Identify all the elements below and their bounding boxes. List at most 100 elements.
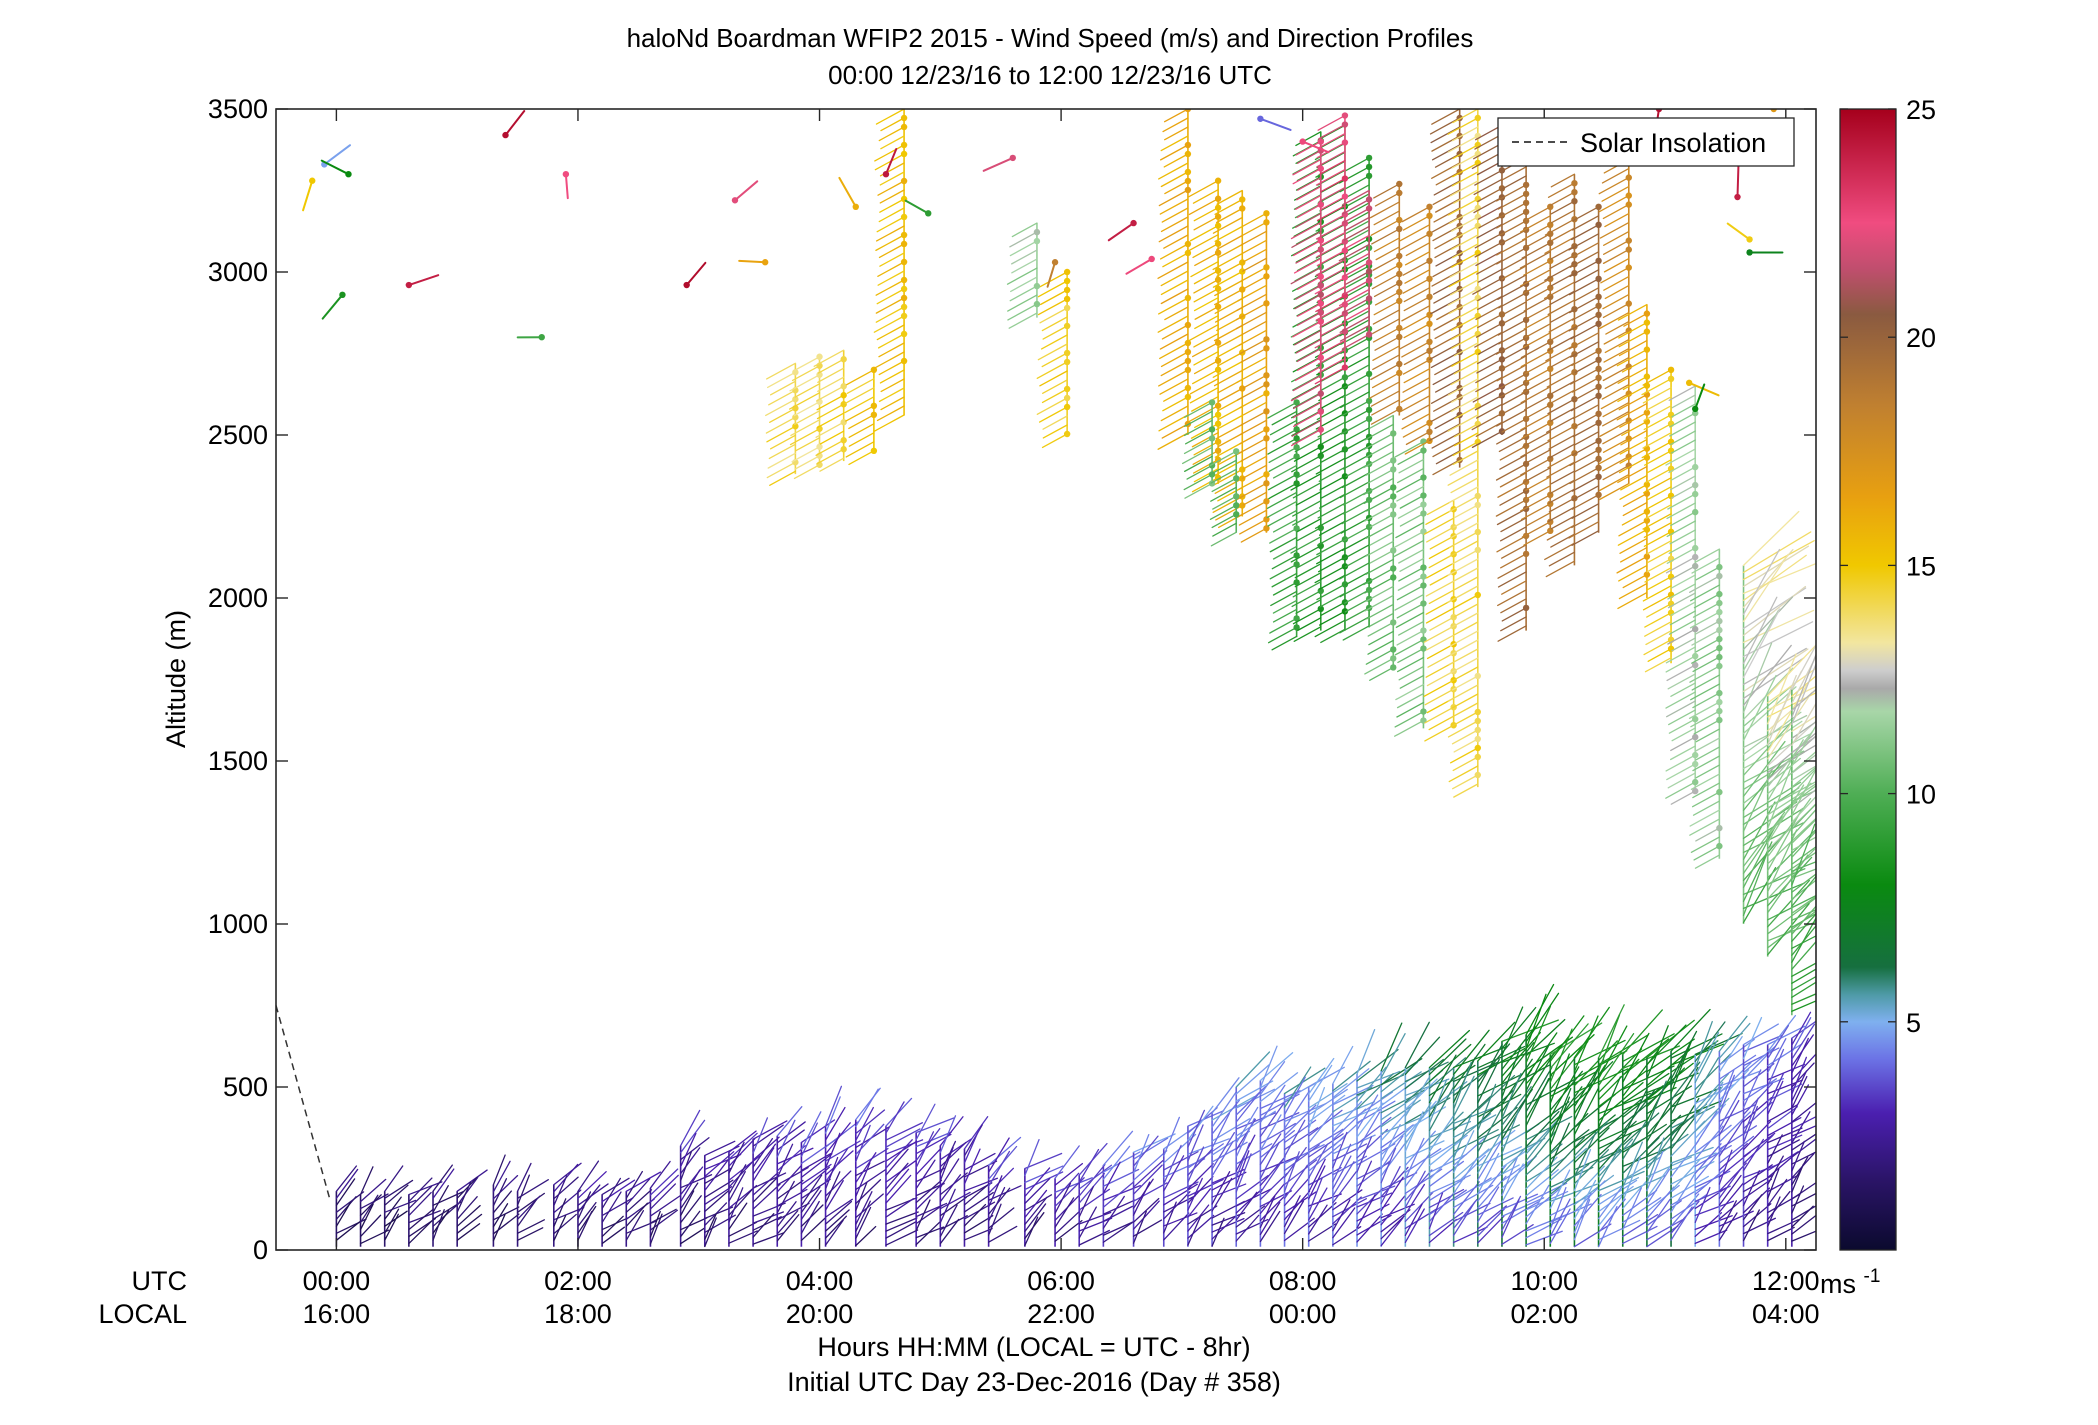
wind-barb — [1500, 391, 1527, 406]
wind-barb-dot — [1420, 627, 1427, 634]
wind-barb — [1295, 284, 1322, 300]
wind-barb-dot — [1692, 778, 1699, 786]
wind-barb — [1404, 1036, 1441, 1076]
wind-barb — [1372, 345, 1400, 362]
wind-barb — [1215, 423, 1243, 440]
wind-barb — [408, 1208, 434, 1231]
wind-barb — [1341, 189, 1370, 206]
wind-barb — [1671, 394, 1696, 409]
wind-barb-dot — [1522, 199, 1530, 207]
wind-barb — [1320, 177, 1346, 193]
wind-barb — [1235, 1051, 1271, 1088]
wind-barb — [1217, 387, 1243, 403]
wind-barb — [1671, 466, 1696, 481]
wind-barb — [1791, 1075, 1808, 1109]
wind-barb-dot — [900, 303, 908, 311]
wind-barb — [824, 1106, 846, 1141]
wind-barb — [1399, 332, 1431, 350]
wind-barb — [1424, 688, 1455, 706]
wind-barb — [1266, 500, 1298, 519]
wind-barb — [1428, 1074, 1455, 1118]
wind-barb — [1318, 610, 1346, 626]
wind-barb — [963, 1203, 987, 1227]
wind-barb-dot — [1396, 279, 1403, 287]
wind-barb — [1367, 639, 1394, 655]
wind-barb — [1451, 549, 1479, 565]
wind-barb-dot — [1474, 222, 1482, 230]
wind-barb — [1339, 562, 1370, 580]
wind-barb — [359, 1178, 387, 1203]
wind-barb — [1398, 620, 1425, 636]
wind-barb-dot — [1263, 480, 1270, 487]
wind-barb — [800, 1189, 822, 1221]
wind-barb — [1380, 1089, 1426, 1114]
wind-barb — [1742, 553, 1789, 623]
wind-barb-dot — [1063, 304, 1071, 312]
wind-barb — [1568, 521, 1600, 539]
wind-barb-dot — [1595, 473, 1602, 480]
wind-barb — [1428, 1120, 1472, 1139]
wind-barb — [1694, 1053, 1732, 1091]
wind-barb — [1767, 1154, 1795, 1179]
wind-barb — [1259, 1201, 1281, 1236]
wind-barb — [1791, 1111, 1811, 1144]
wind-barb-dot — [1063, 295, 1071, 303]
wind-barb-dot — [1214, 366, 1222, 373]
wind-barb — [1316, 204, 1346, 222]
x-tick-label-utc: 02:00 — [544, 1266, 612, 1296]
scattered-barb — [1107, 222, 1135, 242]
y-tick-label: 1000 — [208, 909, 268, 939]
wind-barb — [1400, 386, 1431, 403]
wind-barb-dot — [1474, 546, 1482, 554]
wind-barb — [1371, 228, 1400, 245]
wind-barb — [1569, 449, 1600, 467]
wind-barb — [1499, 472, 1527, 488]
wind-barb — [1694, 1229, 1728, 1245]
wind-barb — [1476, 349, 1503, 365]
wind-barb-dot — [1692, 661, 1699, 669]
wind-barb-dot — [1595, 410, 1602, 417]
wind-barb-dot — [1716, 572, 1723, 580]
wind-barb — [1428, 1160, 1465, 1188]
wind-barb — [1742, 826, 1776, 889]
wind-barb-dot — [1595, 446, 1602, 453]
wind-barb-dot — [1595, 356, 1602, 363]
wind-barb — [1398, 665, 1425, 681]
wind-barb — [1646, 1097, 1674, 1143]
wind-barb — [1187, 1109, 1206, 1148]
wind-barb — [1453, 432, 1479, 447]
wind-barb — [824, 1219, 844, 1246]
wind-barb — [1380, 1166, 1409, 1198]
wind-barb — [1373, 300, 1400, 316]
wind-barb-dot — [1239, 286, 1246, 293]
wind-barb — [1294, 266, 1322, 282]
wind-barb — [1430, 387, 1461, 404]
wind-barb — [1548, 317, 1576, 333]
wind-barb — [1688, 701, 1721, 720]
wind-barb-dot — [1317, 443, 1324, 451]
wind-barb — [1432, 279, 1461, 295]
wind-barb — [1356, 1187, 1384, 1215]
wind-barb — [1188, 198, 1219, 216]
wind-barb — [1597, 1082, 1644, 1122]
wind-barb — [776, 1121, 806, 1144]
wind-barb — [1315, 457, 1346, 475]
wind-barb — [1259, 1114, 1282, 1152]
wind-barb-dot — [1263, 435, 1270, 442]
wind-barb — [1211, 1217, 1245, 1233]
wind-barb — [1365, 558, 1394, 575]
wind-barb — [1344, 220, 1370, 235]
wind-barb — [1520, 458, 1551, 476]
wind-barb — [1452, 126, 1479, 142]
wind-barb — [1371, 273, 1400, 290]
wind-barb-dot — [900, 177, 908, 185]
wind-barb — [1501, 607, 1527, 622]
wind-barb — [1767, 910, 1816, 949]
wind-barb — [1318, 123, 1346, 140]
wind-barb — [1669, 475, 1696, 491]
wind-barb — [1451, 333, 1479, 349]
wind-barb — [1767, 692, 1813, 760]
wind-barb-dot — [1214, 204, 1222, 211]
wind-barb — [1644, 612, 1672, 628]
wind-barb — [1428, 1111, 1464, 1146]
